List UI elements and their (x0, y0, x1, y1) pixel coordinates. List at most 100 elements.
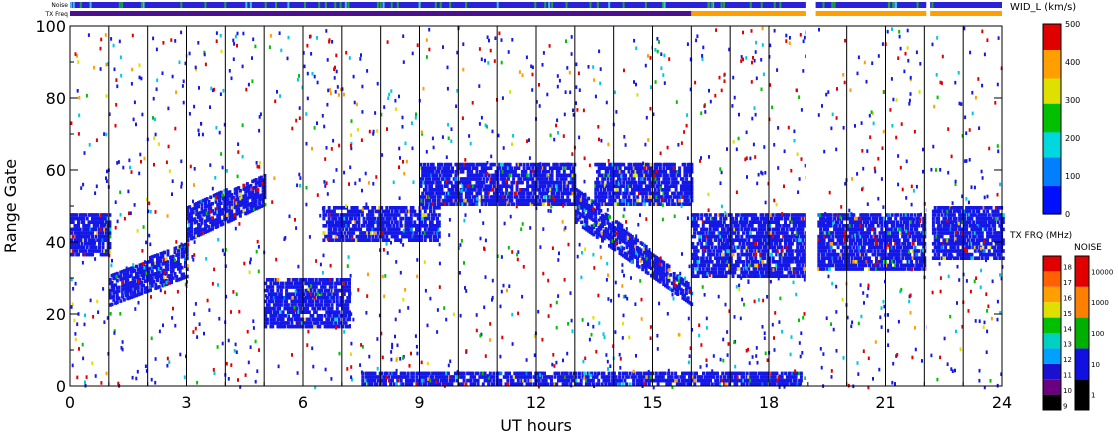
echo-cell (357, 216, 361, 221)
echo-cell (627, 184, 631, 188)
echo-cell (299, 321, 303, 325)
echo-cell (254, 206, 258, 211)
echo-cell (283, 321, 287, 325)
echo-cell (627, 162, 631, 167)
echo-cell (641, 166, 645, 170)
echo-cell (624, 195, 627, 199)
echo-cell (452, 195, 456, 199)
echo-cell (771, 213, 775, 217)
echo-cell (344, 281, 348, 286)
echo-cell (650, 184, 654, 188)
echo-cell (722, 267, 726, 271)
echo-cell (219, 190, 223, 195)
echo-cell (547, 180, 551, 185)
echo-cell (362, 206, 366, 210)
echo-cell (602, 233, 606, 237)
echo-cell (198, 211, 202, 215)
echo-cell (265, 278, 269, 282)
echo-cell (857, 245, 861, 250)
echo-cell (859, 242, 863, 246)
echo-cell (554, 198, 558, 203)
echo-cell (309, 303, 313, 307)
echo-cell (444, 170, 447, 174)
echo-cell (420, 234, 424, 239)
echo-cell (367, 234, 371, 239)
echo-cell (456, 166, 460, 170)
echo-cell (601, 224, 604, 229)
echo-cell (773, 245, 777, 250)
echo-cell (477, 191, 481, 196)
echo-cell (632, 250, 636, 255)
echo-cell (770, 252, 773, 257)
echo-cell (594, 162, 598, 167)
echo-cell (283, 314, 287, 318)
echo-cell (404, 213, 408, 217)
echo-cell (694, 220, 698, 224)
echo-cell (522, 188, 526, 192)
echo-cell (629, 240, 632, 245)
echo-cell (376, 238, 380, 242)
echo-cell (390, 231, 394, 235)
echo-cell (387, 209, 391, 214)
echo-cell (636, 184, 640, 188)
echo-cell (110, 281, 114, 285)
echo-cell (278, 299, 282, 304)
echo-cell (170, 255, 173, 259)
echo-cell (164, 257, 168, 261)
echo-cell (597, 202, 601, 206)
echo-cell (251, 190, 255, 194)
echo-cell (177, 249, 180, 253)
echo-cell (204, 223, 207, 227)
noise-bar-speck (245, 2, 248, 8)
echo-cell (75, 231, 79, 235)
echo-cell (574, 220, 578, 224)
echo-cell (464, 198, 468, 203)
echo-cell (135, 264, 138, 269)
echo-cell (836, 245, 840, 250)
echo-cell (190, 236, 193, 241)
echo-cell (245, 210, 249, 215)
echo-cell (258, 205, 262, 209)
echo-cell (480, 202, 484, 206)
echo-cell (366, 213, 370, 217)
echo-cell (492, 202, 496, 206)
echo-cell (484, 202, 488, 206)
echo-cell (580, 213, 584, 217)
echo-cell (630, 170, 634, 174)
echo-cell (503, 166, 507, 170)
echo-cell (352, 227, 356, 232)
echo-cell (198, 200, 202, 204)
echo-cell (426, 198, 430, 203)
echo-cell (801, 270, 805, 275)
echo-cell (650, 252, 653, 256)
echo-cell (501, 170, 505, 174)
echo-cell (204, 230, 207, 234)
echo-cell (599, 188, 603, 192)
echo-cell (247, 188, 251, 193)
echo-cell (297, 303, 301, 307)
echo-cell (87, 213, 91, 217)
echo-cell (754, 242, 758, 246)
echo-cell (442, 202, 446, 206)
echo-cell (456, 162, 460, 167)
echo-cell (583, 205, 587, 209)
echo-cell (406, 224, 410, 228)
echo-cell (427, 213, 431, 217)
echo-cell (604, 191, 608, 196)
echo-cell (576, 203, 580, 208)
echo-cell (214, 218, 218, 222)
echo-cell (138, 270, 142, 275)
echo-cell (341, 303, 345, 307)
echo-cell (608, 226, 611, 230)
echo-cell (574, 213, 578, 217)
echo-cell (82, 227, 86, 232)
echo-cell (643, 177, 647, 181)
echo-cell (588, 226, 592, 231)
echo-cell (557, 184, 561, 188)
echo-cell (184, 242, 187, 247)
echo-cell (657, 198, 661, 203)
echo-cell (73, 242, 77, 246)
echo-cell (245, 203, 249, 208)
echo-cell (559, 202, 563, 206)
echo-cell (618, 226, 622, 230)
